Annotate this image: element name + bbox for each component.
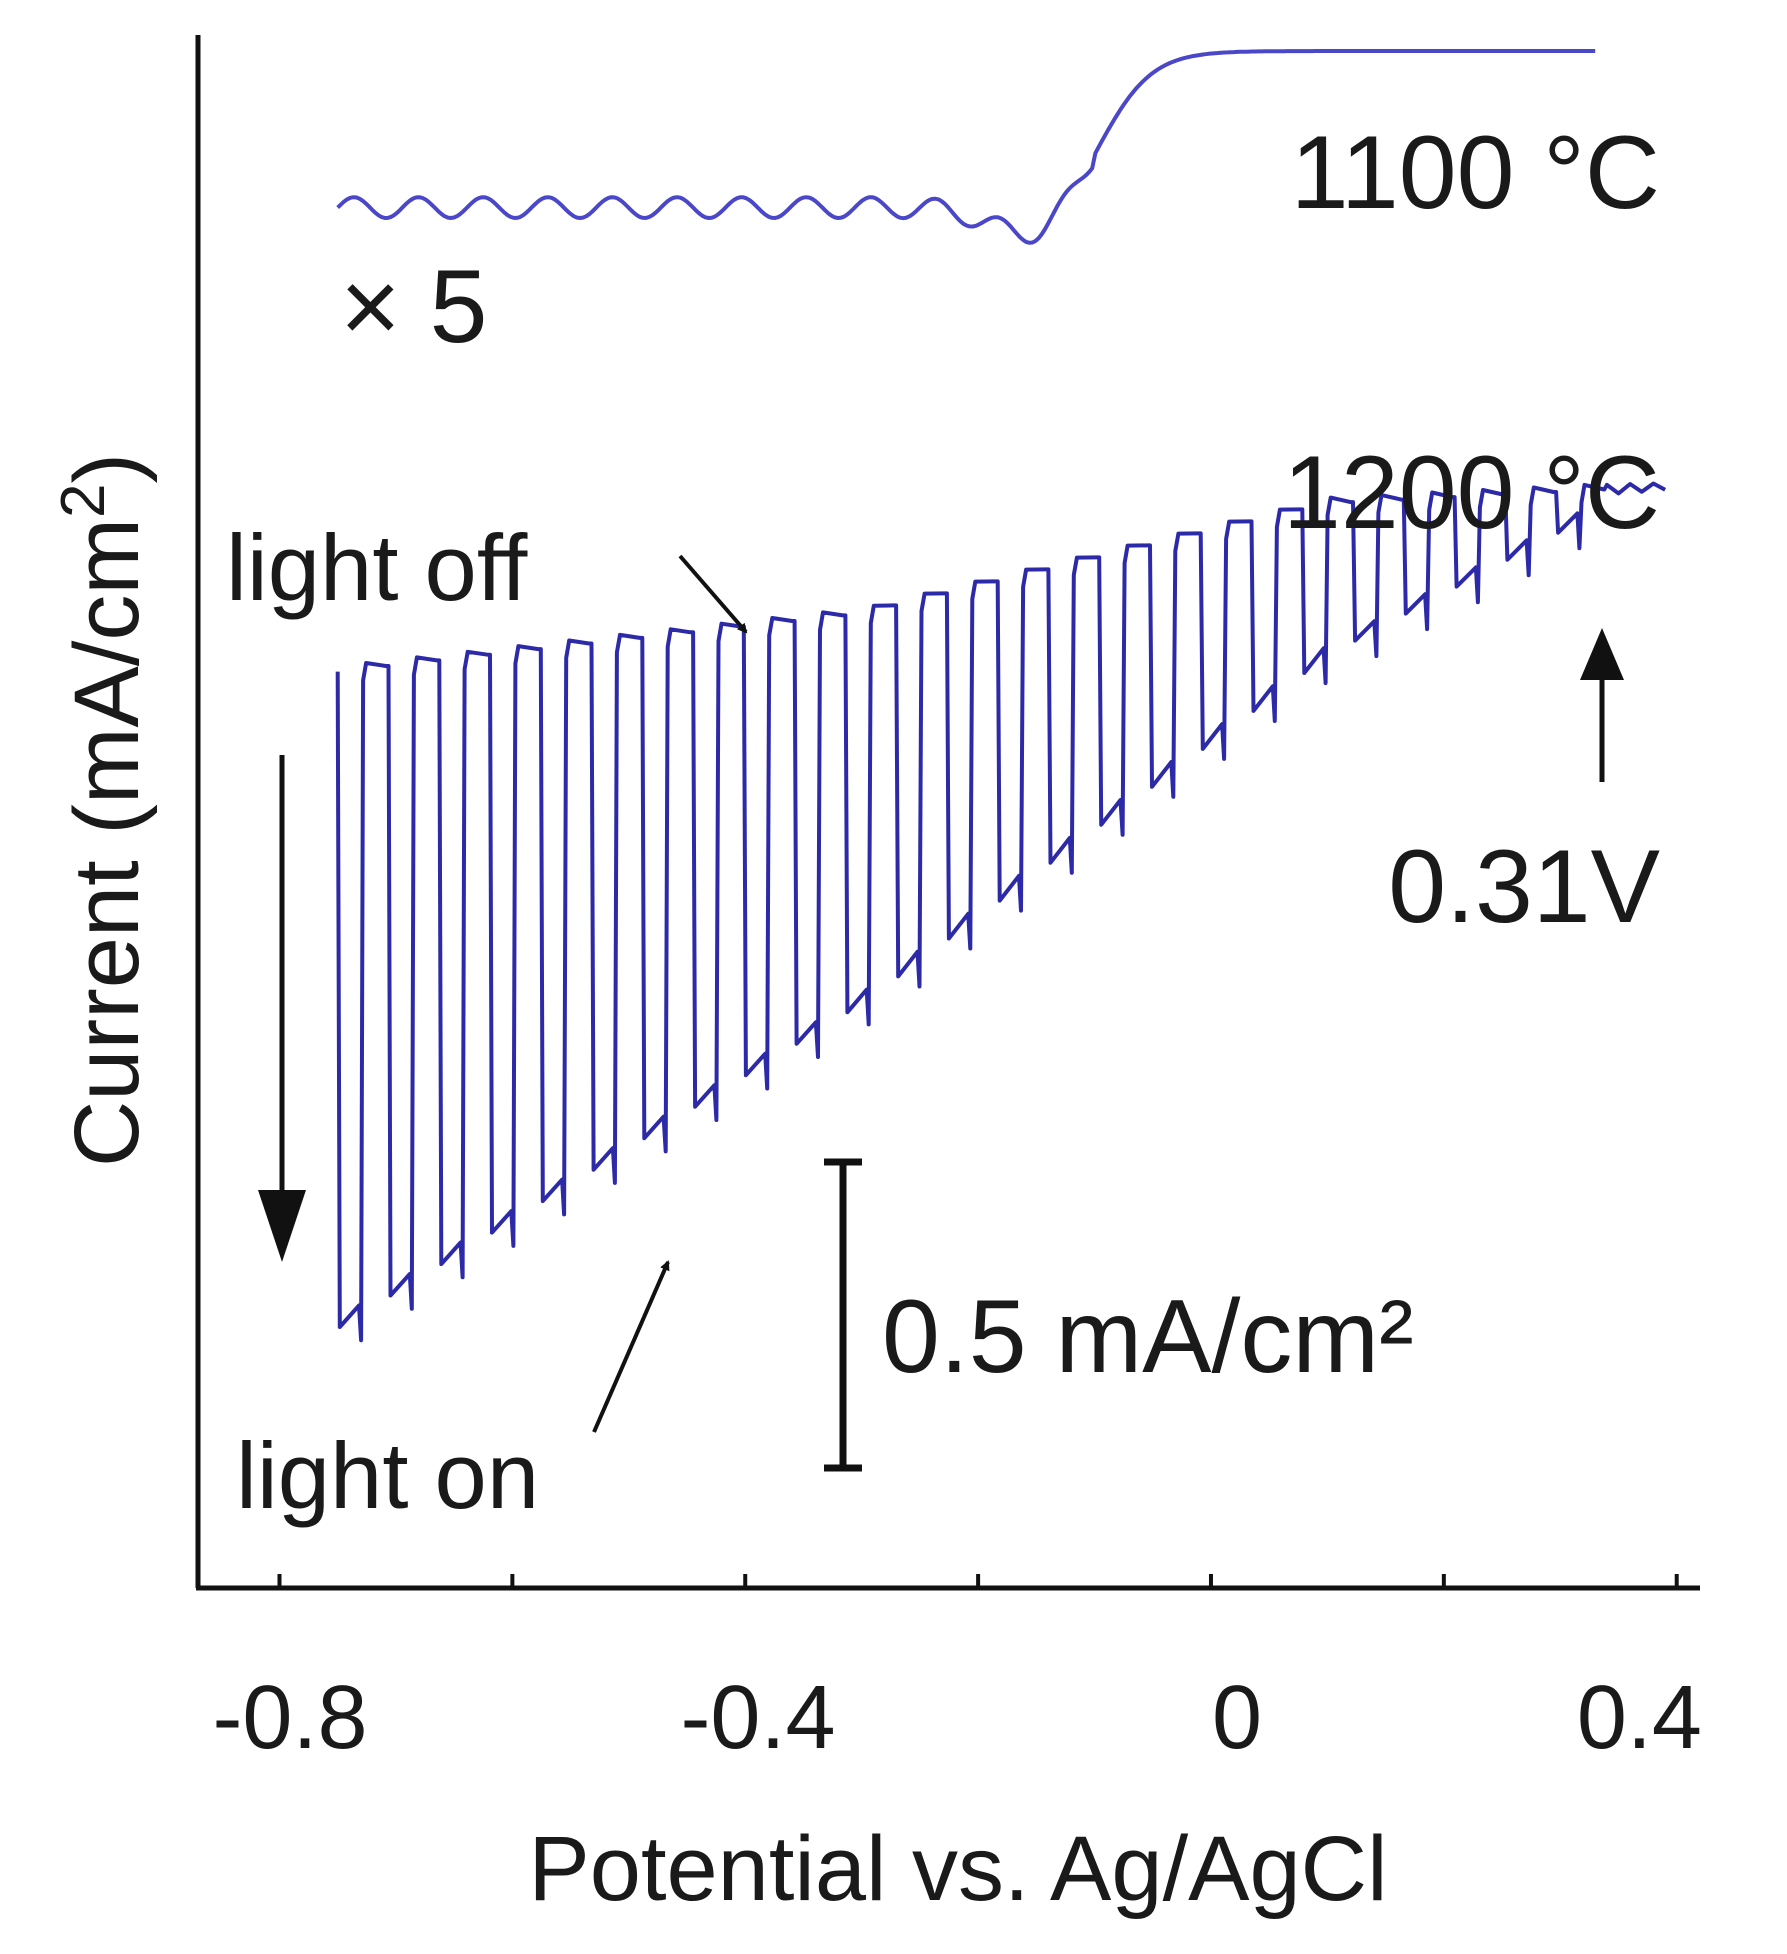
- x-tick-label: -0.4: [680, 1668, 835, 1768]
- series-line-1200: [335, 481, 1667, 1343]
- arrow-light-off: [678, 554, 748, 634]
- scale-bar-label: 0.5 mA/cm²: [882, 1279, 1414, 1395]
- series-label-1200: 1200 °C: [1283, 435, 1660, 551]
- y-axis-title: Current (mA/cm2): [49, 453, 158, 1167]
- y-axis-title-sup: 2: [49, 483, 118, 517]
- x-axis-ticks: [277, 1574, 1679, 1588]
- x-axis-title: Potential vs. Ag/AgCl: [528, 1818, 1387, 1920]
- onset-potential-label: 0.31V: [1388, 829, 1660, 945]
- series-line-1100: [336, 49, 1596, 245]
- annotation-light-on: light on: [236, 1423, 539, 1528]
- multiplier-label: × 5: [340, 249, 487, 365]
- series-label-1100: 1100 °C: [1291, 115, 1660, 231]
- x-tick-label: -0.8: [212, 1668, 367, 1768]
- arrow-light-on: [592, 1260, 670, 1433]
- scan-direction-arrowhead: [258, 1190, 306, 1262]
- y-axis-title-tail: ): [56, 453, 158, 484]
- y-axis-title-main: Current (mA/cm: [56, 518, 158, 1167]
- x-tick-label: 0: [1212, 1668, 1262, 1768]
- annotation-light-off: light off: [226, 515, 528, 620]
- onset-arrowhead: [1580, 628, 1624, 680]
- x-tick-label: 0.4: [1577, 1668, 1702, 1768]
